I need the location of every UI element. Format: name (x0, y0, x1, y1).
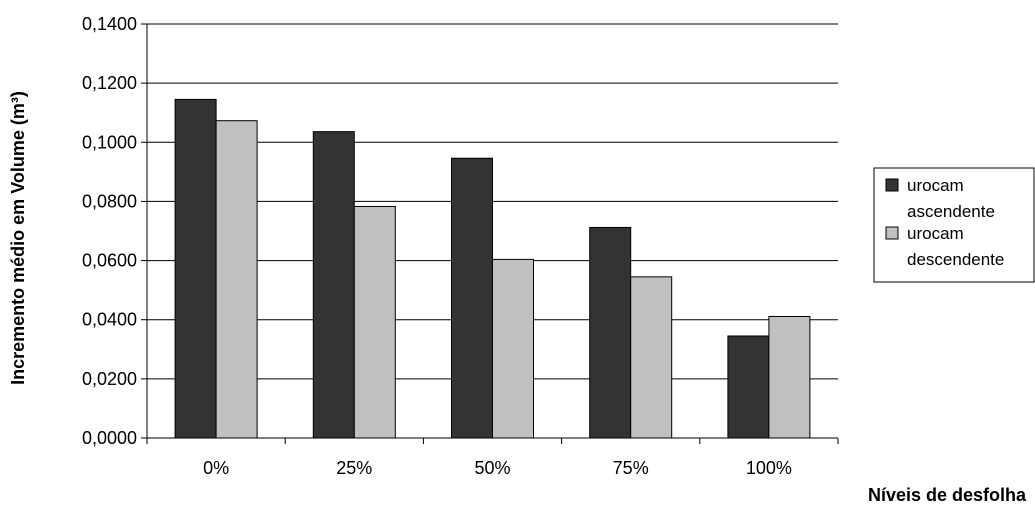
x-tick-label: 50% (474, 458, 510, 478)
y-axis-title: Incremento médio em Volume (m³) (8, 91, 28, 385)
y-tick-label: 0,1000 (82, 132, 137, 152)
y-tick-label: 0,0800 (82, 191, 137, 211)
bar-urocam-ascendente-1 (312, 131, 355, 439)
bar-urocam-descendente-1 (353, 205, 396, 439)
y-tick-label: 0,0400 (82, 310, 137, 330)
bar-urocam-descendente-4 (768, 315, 811, 439)
x-tick-label: 25% (336, 458, 372, 478)
bar-urocam-descendente-0 (215, 120, 258, 439)
legend-swatch-ascendente (885, 178, 899, 192)
bar-urocam-descendente-2 (492, 258, 534, 439)
x-tick-label: 75% (613, 458, 649, 478)
bar-urocam-ascendente-4 (727, 335, 770, 439)
legend-label-descendente-line1: urocam (907, 224, 964, 243)
legend-swatch-descendente (885, 226, 899, 240)
y-tick-label: 0,1400 (82, 14, 137, 34)
legend: urocam ascendente urocam descendente (873, 167, 1035, 283)
legend-frame (873, 167, 1035, 283)
tick-labels: 0,0000 0,0200 0,0400 0,0600 0,0800 0,1000 0,12… (82, 14, 792, 478)
x-tick-label: 0% (203, 458, 229, 478)
axes (141, 23, 839, 444)
bar-urocam-ascendente-3 (589, 226, 632, 439)
x-tick-label: 100% (746, 458, 792, 478)
y-tick-label: 0,0200 (82, 369, 137, 389)
bar-urocam-ascendente-2 (451, 157, 493, 439)
y-tick-label: 0,1200 (82, 73, 137, 93)
bars (174, 98, 811, 439)
legend-label-ascendente-line1: urocam (907, 176, 964, 195)
legend-label-ascendente-line2: ascendente (907, 202, 995, 221)
legend-label-descendente-line2: descendente (907, 250, 1004, 269)
bar-urocam-descendente-3 (630, 276, 673, 439)
y-tick-label: 0,0000 (82, 428, 137, 448)
bar-urocam-ascendente-0 (174, 98, 217, 439)
y-tick-label: 0,0600 (82, 251, 137, 271)
x-axis-title: Níveis de desfolha (868, 485, 1027, 505)
